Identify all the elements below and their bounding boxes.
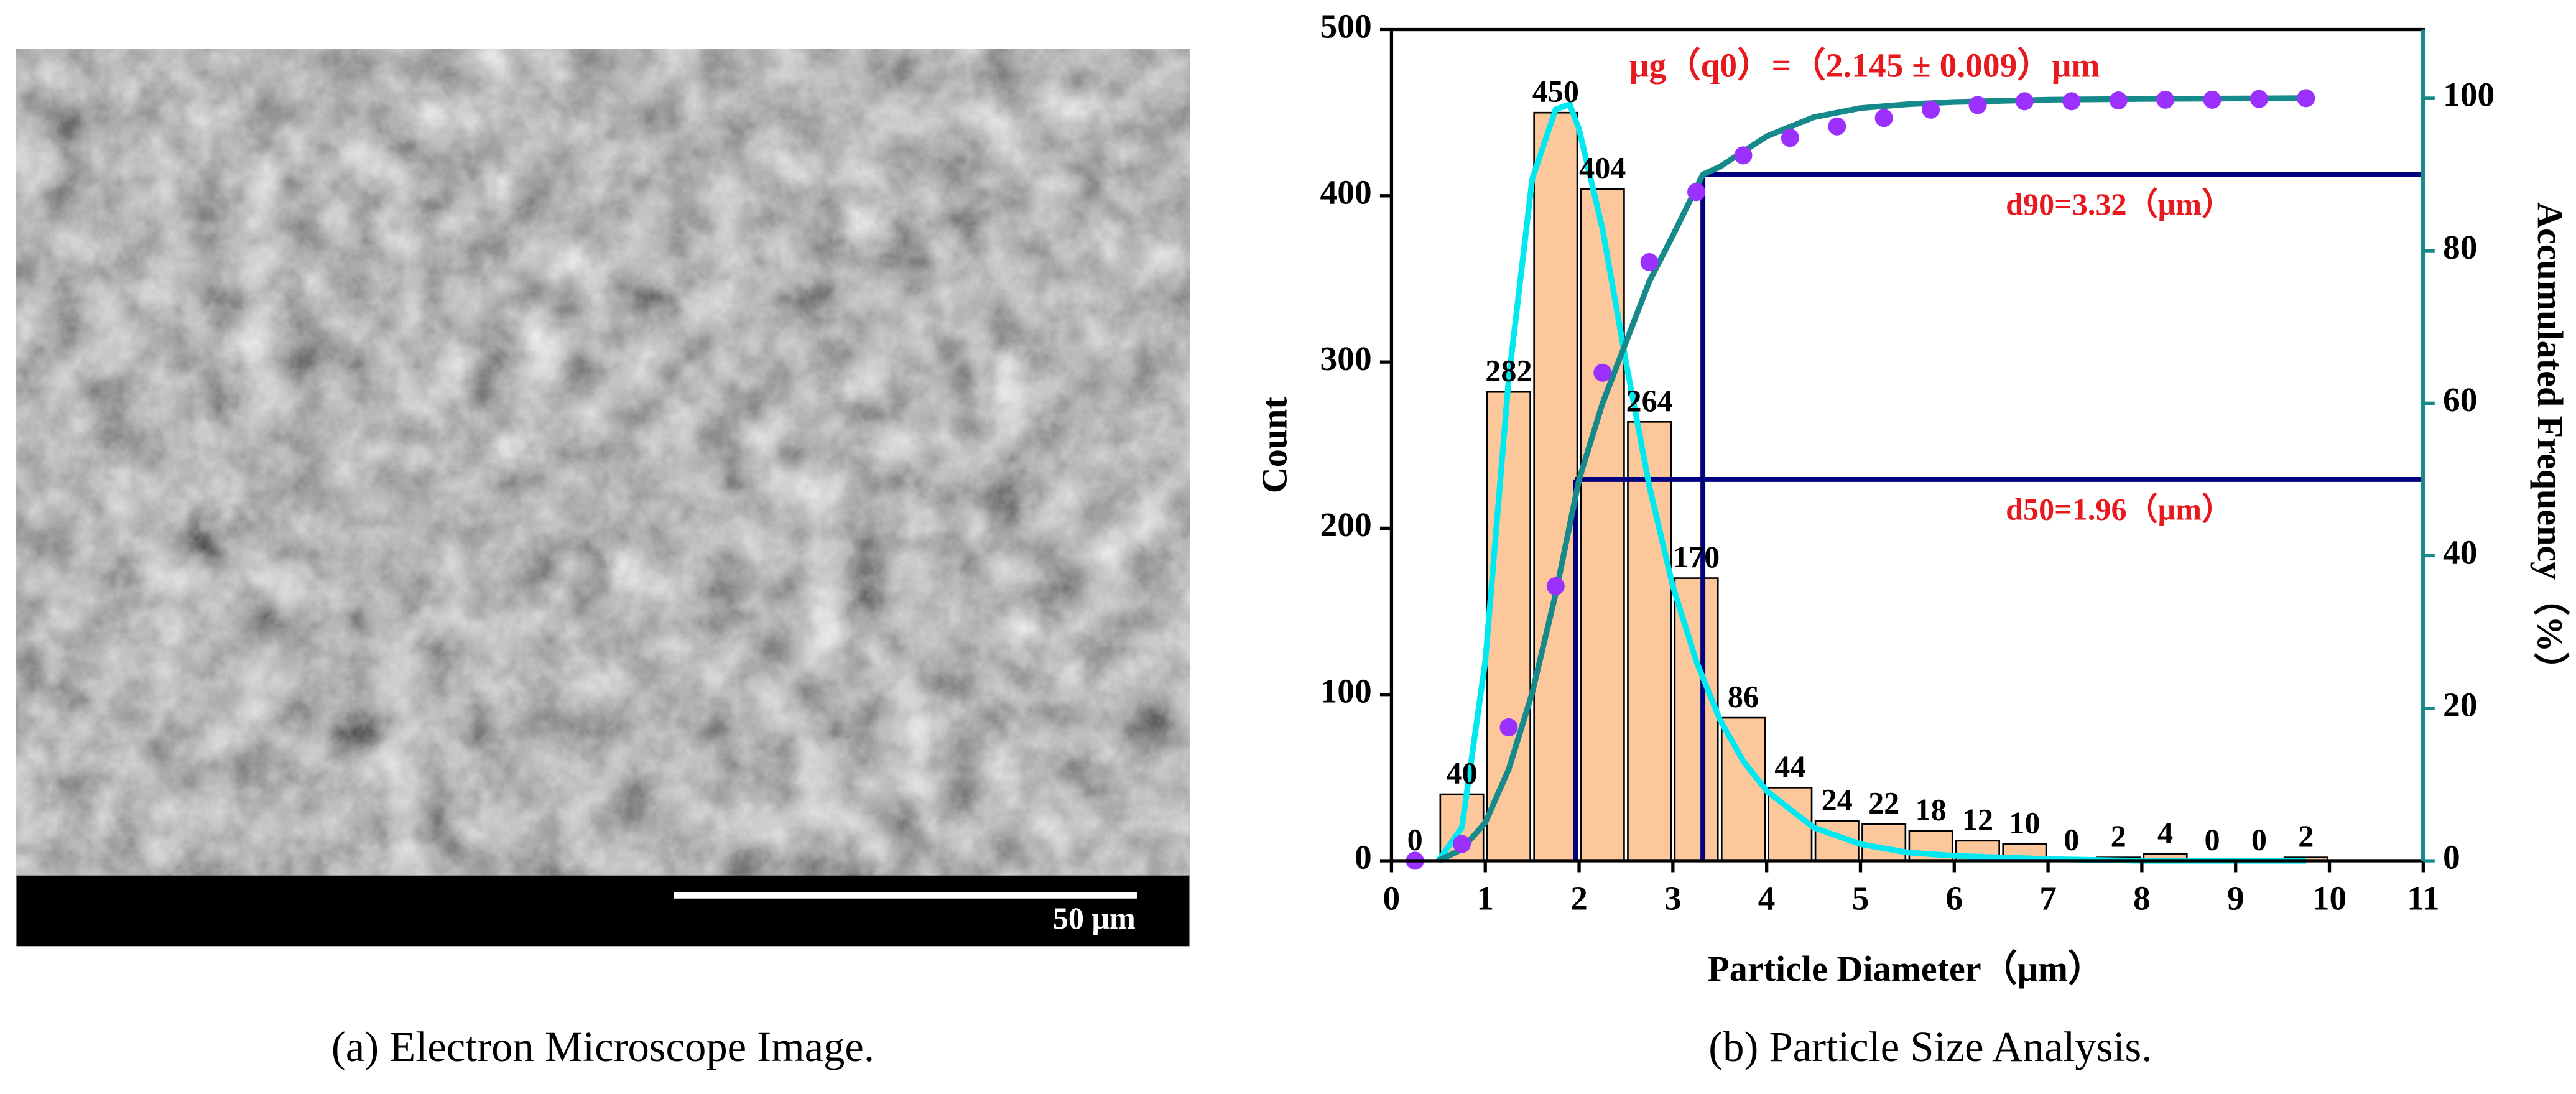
y2-tick-label: 0 — [2443, 838, 2460, 876]
bar — [1486, 391, 1531, 862]
value-label: 24 — [1822, 782, 1853, 817]
point — [1874, 109, 1893, 127]
point — [1828, 117, 1846, 136]
caption: (a) Electron Microscope Image. — [331, 1023, 874, 1070]
reference-label: d90=3.32（μm） — [2006, 187, 2233, 221]
value-label: 170 — [1673, 539, 1720, 574]
value-label: 40 — [1446, 756, 1477, 790]
point — [1968, 96, 1987, 114]
point — [2249, 90, 2268, 108]
bar — [1533, 111, 1578, 862]
x-tick-label: 3 — [1664, 879, 1682, 917]
scale-band — [16, 875, 1190, 947]
fit-curve — [1436, 101, 2306, 864]
value-label: 10 — [2009, 805, 2040, 840]
y2-tick-label: 20 — [2443, 685, 2477, 723]
sem-image — [16, 49, 1190, 876]
value-label: 18 — [1915, 792, 1946, 827]
x-tick-label: 7 — [2039, 879, 2057, 917]
y-tick-label: 0 — [1355, 838, 1372, 876]
value-label: 0 — [2204, 822, 2220, 856]
y-tick-label: 100 — [1320, 672, 1372, 710]
x-tick-label: 0 — [1383, 879, 1401, 917]
y-axis-label: Count — [1254, 397, 1294, 494]
reference-label: d50=1.96（μm） — [2006, 491, 2233, 526]
value-label: 282 — [1485, 353, 1532, 388]
x-tick-label: 11 — [2407, 879, 2439, 917]
fit-curve — [1437, 95, 2306, 864]
value-label: 44 — [1774, 749, 1805, 784]
x-tick-label: 5 — [1852, 879, 1869, 917]
point — [1593, 363, 1612, 382]
point — [1452, 835, 1471, 853]
x-tick-label: 4 — [1758, 879, 1776, 917]
point — [2203, 90, 2222, 109]
value-label: 4 — [2157, 815, 2173, 850]
value-label: 22 — [1868, 786, 1899, 820]
y2-tick-label: 100 — [2443, 76, 2495, 114]
bar — [1580, 188, 1625, 862]
annotation: μg（q0）=（2.145 ± 0.009）μm — [1629, 47, 2100, 85]
point — [1546, 577, 1565, 596]
value-label: 12 — [1962, 802, 1993, 837]
value-label: 0 — [2064, 822, 2079, 856]
y-tick-label: 300 — [1320, 340, 1372, 378]
point — [2015, 92, 2034, 111]
point — [2062, 92, 2081, 111]
scale-bar-label: 50 μm — [1053, 901, 1136, 935]
value-label: 264 — [1626, 383, 1673, 418]
value-label: 0 — [1407, 822, 1423, 856]
x-tick-label: 9 — [2227, 879, 2245, 917]
y-tick-label: 500 — [1320, 7, 1372, 45]
y2-tick-label: 40 — [2443, 533, 2477, 571]
point — [2156, 90, 2175, 109]
x-tick-label: 1 — [1476, 879, 1494, 917]
x-tick-label: 6 — [1945, 879, 1963, 917]
point — [1640, 253, 1659, 272]
y2-axis-label: Accumulated Frequency（%） — [2530, 202, 2570, 688]
value-label: 0 — [2251, 822, 2267, 856]
point — [2297, 89, 2315, 108]
point — [1922, 100, 1940, 119]
x-tick-label: 2 — [1570, 879, 1588, 917]
value-label: 2 — [2298, 818, 2314, 853]
value-label: 404 — [1579, 151, 1626, 185]
point — [1499, 718, 1518, 736]
x-tick-label: 8 — [2133, 879, 2151, 917]
x-axis-label: Particle Diameter（μm） — [1707, 948, 2104, 989]
x-tick-label: 10 — [2312, 879, 2347, 917]
value-label: 2 — [2111, 818, 2126, 853]
point — [1781, 129, 1799, 147]
y2-tick-label: 80 — [2443, 228, 2477, 266]
bar — [1861, 823, 1907, 862]
sem-panel: 50 μm — [16, 49, 1190, 947]
point — [1687, 183, 1706, 202]
y-tick-label: 400 — [1320, 174, 1372, 211]
value-label: 450 — [1532, 74, 1579, 109]
y2-tick-label: 60 — [2443, 381, 2477, 419]
caption: (b) Particle Size Analysis. — [1708, 1023, 2152, 1070]
value-label: 86 — [1728, 679, 1759, 714]
y-tick-label: 200 — [1320, 506, 1372, 544]
point — [1734, 146, 1753, 165]
point — [2109, 91, 2128, 110]
